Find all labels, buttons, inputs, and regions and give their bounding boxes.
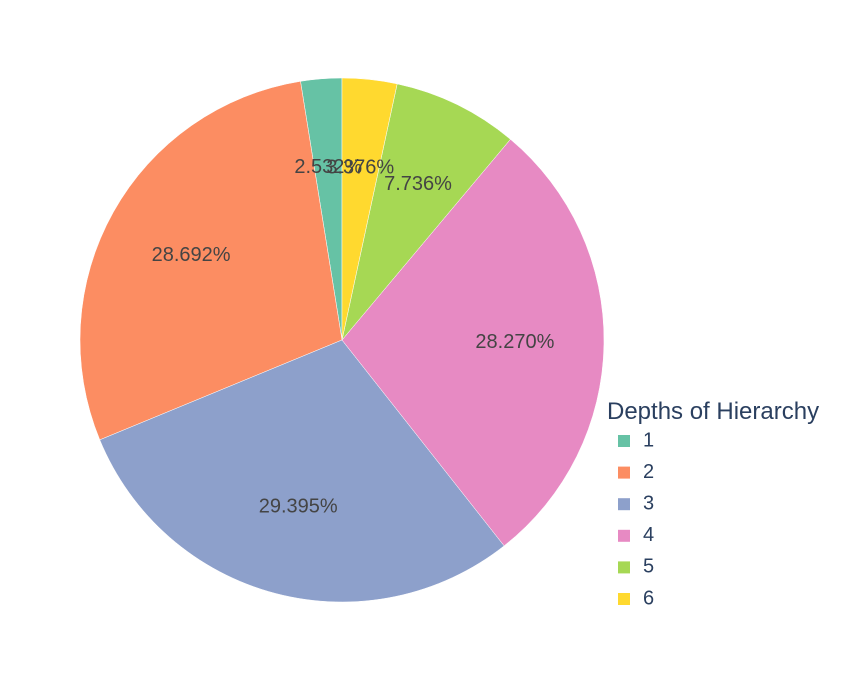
legend-swatch-5[interactable] <box>618 561 630 574</box>
slice-label-4: 28.270% <box>475 331 554 353</box>
slice-label-6: 3.376% <box>326 156 394 178</box>
legend-title: Depths of Hierarchy <box>607 398 819 425</box>
pie-slice-2 <box>79 81 343 441</box>
legend-swatch-6[interactable] <box>618 593 630 605</box>
slice-label-5: 7.736% <box>384 173 452 195</box>
legend-label-3[interactable]: 3 <box>643 492 654 514</box>
pie-slice-4 <box>341 138 605 547</box>
legend-label-2[interactable]: 2 <box>643 461 654 483</box>
legend-label-1[interactable]: 1 <box>643 429 654 451</box>
legend: Depths of Hierarchy 1 2 3 4 5 6 <box>607 398 819 609</box>
legend-label-4[interactable]: 4 <box>643 524 654 546</box>
legend-swatch-2[interactable] <box>618 466 630 479</box>
legend-label-5[interactable]: 5 <box>643 556 654 578</box>
pie-slice-5 <box>341 83 511 341</box>
slice-label-1: 2.532% <box>294 156 362 178</box>
slices-layer <box>79 77 605 603</box>
pie-slice-6 <box>341 77 398 341</box>
slice-label-3: 29.395% <box>259 496 338 518</box>
legend-label-6[interactable]: 6 <box>643 587 654 609</box>
legend-swatch-1[interactable] <box>618 435 630 447</box>
pie-slice-3 <box>99 339 505 603</box>
slice-label-2: 28.692% <box>152 244 231 266</box>
legend-swatch-3[interactable] <box>618 498 630 511</box>
legend-swatch-4[interactable] <box>618 529 630 542</box>
slice-labels-layer: 2.532% 28.692% 29.395% 28.270% 7.736%3.376% <box>152 156 555 518</box>
